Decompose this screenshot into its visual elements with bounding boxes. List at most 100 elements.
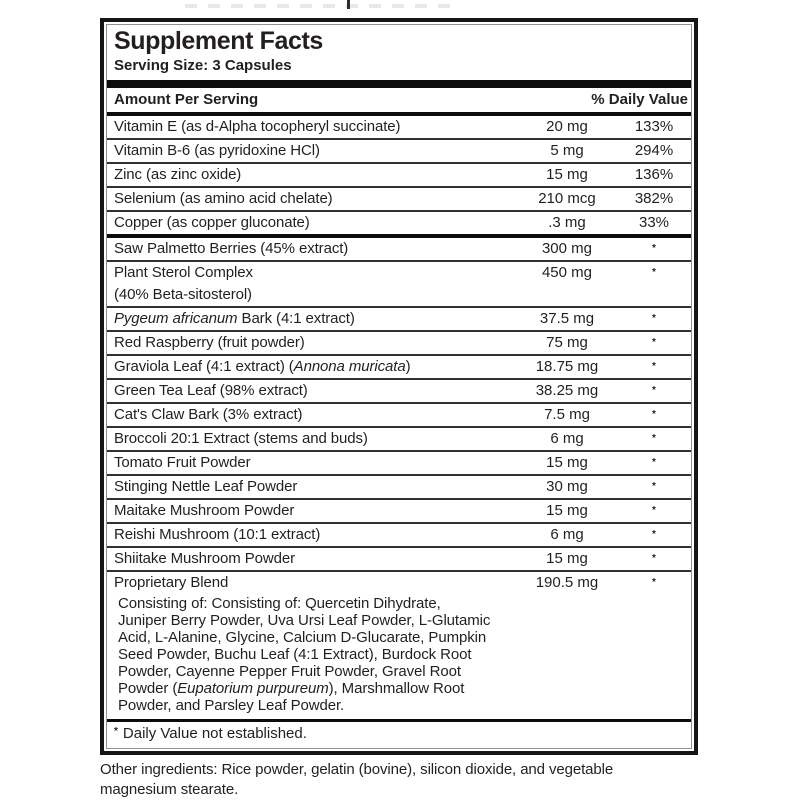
amount-value: 6 mg xyxy=(550,430,584,447)
amount-value: .3 mg xyxy=(548,214,586,231)
text-segment: Juniper Berry Powder, Uva Ursi Leaf Powd… xyxy=(118,612,491,629)
daily-value: 133% xyxy=(634,118,674,135)
text-segment: Graviola Leaf (4:1 extract) ( xyxy=(114,358,294,375)
footnote-divider xyxy=(107,719,691,722)
text-segment: Zinc (as zinc oxide) xyxy=(114,166,242,183)
amount-value: 15 mg xyxy=(546,550,588,567)
text-segment: Copper (as copper gluconate) xyxy=(114,214,310,231)
proprietary-blend-description: Consisting of: Consisting of: Quercetin … xyxy=(114,594,691,719)
ingredient-name: Reishi Mushroom (10:1 extract) xyxy=(114,524,517,546)
text-segment: Red Raspberry (fruit powder) xyxy=(114,334,305,351)
daily-value: 294% xyxy=(634,142,674,159)
ingredient-name: Copper (as copper gluconate) xyxy=(114,212,517,234)
table-row: Proprietary Blend 190.5 mg * Consisting of:… xyxy=(107,570,691,719)
text-segment: Proprietary Blend xyxy=(114,574,229,591)
text-segment: Vitamin B-6 (as pyridoxine HCl) xyxy=(114,142,320,159)
ingredient-name: Vitamin E (as d-Alpha tocopheryl succina… xyxy=(114,116,517,138)
footnote-text: Daily Value not established. xyxy=(122,725,307,742)
daily-value: * xyxy=(652,433,656,444)
description-line: Powder, and Parsley Leaf Powder. xyxy=(118,697,681,714)
text-segment: Bark (4:1 extract) xyxy=(237,310,355,327)
table-row: Red Raspberry (fruit powder) 75 mg * xyxy=(107,330,691,354)
daily-value: * xyxy=(652,243,656,254)
supplement-facts-panel: Supplement Facts Serving Size: 3 Capsule… xyxy=(100,18,698,755)
amount-value: 38.25 mg xyxy=(535,382,599,399)
table-row: Saw Palmetto Berries (45% extract) 300 mg… xyxy=(107,238,691,260)
ingredient-name: Tomato Fruit Powder xyxy=(114,452,517,474)
table-row: Vitamin E (as d-Alpha tocopheryl succina… xyxy=(107,116,691,138)
text-segment: Acid, L-Alanine, Glycine, Calcium D-Gluc… xyxy=(118,629,487,646)
text-segment: Cat's Claw Bark (3% extract) xyxy=(114,406,303,423)
table-row: Green Tea Leaf (98% extract) 38.25 mg * xyxy=(107,378,691,402)
panel-title: Supplement Facts xyxy=(114,27,323,55)
ingredient-name: Broccoli 20:1 Extract (stems and buds) xyxy=(114,428,517,450)
text-segment: Stinging Nettle Leaf Powder xyxy=(114,478,298,495)
ingredient-name: Proprietary Blend xyxy=(114,572,517,594)
table-row: Maitake Mushroom Powder 15 mg * xyxy=(107,498,691,522)
text-segment: Seed Powder, Buchu Leaf (4:1 Extract), B… xyxy=(118,646,472,663)
table-row: Vitamin B-6 (as pyridoxine HCl) 5 mg 294% xyxy=(107,138,691,162)
ingredient-name: Red Raspberry (fruit powder) xyxy=(114,332,517,354)
text-segment: Maitake Mushroom Powder xyxy=(114,502,295,519)
description-line: Juniper Berry Powder, Uva Ursi Leaf Powd… xyxy=(118,612,681,629)
daily-value: * xyxy=(652,313,656,324)
text-segment: Green Tea Leaf (98% extract) xyxy=(114,382,308,399)
text-segment: Vitamin E (as d-Alpha tocopheryl succina… xyxy=(114,118,401,135)
table-row: Copper (as copper gluconate) .3 mg 33% xyxy=(107,210,691,234)
text-segment: Powder ( xyxy=(118,680,178,697)
daily-value: * xyxy=(652,577,656,588)
daily-value: * xyxy=(652,361,656,372)
text-segment: Eupatorium purpureum xyxy=(177,680,329,697)
thick-divider xyxy=(107,80,691,88)
amount-value: 20 mg xyxy=(546,118,588,135)
description-line: Consisting of: Consisting of: Quercetin … xyxy=(118,595,681,612)
medium-divider xyxy=(107,112,691,116)
description-line: Seed Powder, Buchu Leaf (4:1 Extract), B… xyxy=(118,646,681,663)
text-segment: Tomato Fruit Powder xyxy=(114,454,251,471)
amount-value: 7.5 mg xyxy=(544,406,590,423)
amount-per-serving-header: Amount Per Serving xyxy=(114,91,259,108)
daily-value: * xyxy=(652,529,656,540)
cropped-text-remnant-tick xyxy=(347,0,350,9)
ingredient-name: Shiitake Mushroom Powder xyxy=(114,548,517,570)
amount-value: 75 mg xyxy=(546,334,588,351)
daily-value: 382% xyxy=(634,190,674,207)
description-line: Powder, Cayenne Pepper Fruit Powder, Gra… xyxy=(118,663,681,680)
serving-size: Serving Size: 3 Capsules xyxy=(114,57,292,74)
ingredient-name: Graviola Leaf (4:1 extract) (Annona muri… xyxy=(114,356,517,378)
medium-divider xyxy=(107,234,691,238)
other-ingredients-line: Other ingredients: Rice powder, gelatin … xyxy=(100,761,614,778)
amount-value: 15 mg xyxy=(546,166,588,183)
ingredient-name: Stinging Nettle Leaf Powder xyxy=(114,476,517,498)
daily-value: * xyxy=(652,505,656,516)
daily-value: * xyxy=(652,385,656,396)
amount-value: 6 mg xyxy=(550,526,584,543)
panel-header: Supplement Facts Serving Size: 3 Capsule… xyxy=(107,25,691,80)
description-line: Acid, L-Alanine, Glycine, Calcium D-Gluc… xyxy=(118,629,681,646)
table-row: Shiitake Mushroom Powder 15 mg * xyxy=(107,546,691,570)
amount-value: 190.5 mg xyxy=(535,574,599,591)
text-segment: Pygeum africanum xyxy=(114,310,238,327)
text-segment: Powder, and Parsley Leaf Powder. xyxy=(118,697,345,714)
text-segment: ), Marshmallow Root xyxy=(328,680,465,697)
amount-value: 15 mg xyxy=(546,502,588,519)
daily-value: * xyxy=(652,409,656,420)
table-row: Pygeum africanum Bark (4:1 extract) 37.5 … xyxy=(107,306,691,330)
daily-value: * xyxy=(652,337,656,348)
amount-value: 15 mg xyxy=(546,454,588,471)
table-row: Broccoli 20:1 Extract (stems and buds) 6 … xyxy=(107,426,691,450)
ingredient-name: Plant Sterol Complex (40% Beta-sitostero… xyxy=(114,262,517,306)
daily-value: * xyxy=(652,457,656,468)
cropped-text-remnant xyxy=(185,4,461,8)
amount-value: 5 mg xyxy=(550,142,584,159)
text-segment: Shiitake Mushroom Powder xyxy=(114,550,296,567)
table-row: Stinging Nettle Leaf Powder 30 mg * xyxy=(107,474,691,498)
table-row: Reishi Mushroom (10:1 extract) 6 mg * xyxy=(107,522,691,546)
column-header-row: Amount Per Serving % Daily Value xyxy=(107,88,691,112)
text-segment: Selenium (as amino acid chelate) xyxy=(114,190,333,207)
ingredient-rows-section: Saw Palmetto Berries (45% extract) 300 mg… xyxy=(107,238,691,719)
text-segment: (40% Beta-sitosterol) xyxy=(114,286,252,303)
panel-inner-border: Supplement Facts Serving Size: 3 Capsule… xyxy=(106,24,692,749)
table-row: Plant Sterol Complex (40% Beta-sitostero… xyxy=(107,260,691,306)
other-ingredients-line: magnesium stearate. xyxy=(100,781,239,798)
